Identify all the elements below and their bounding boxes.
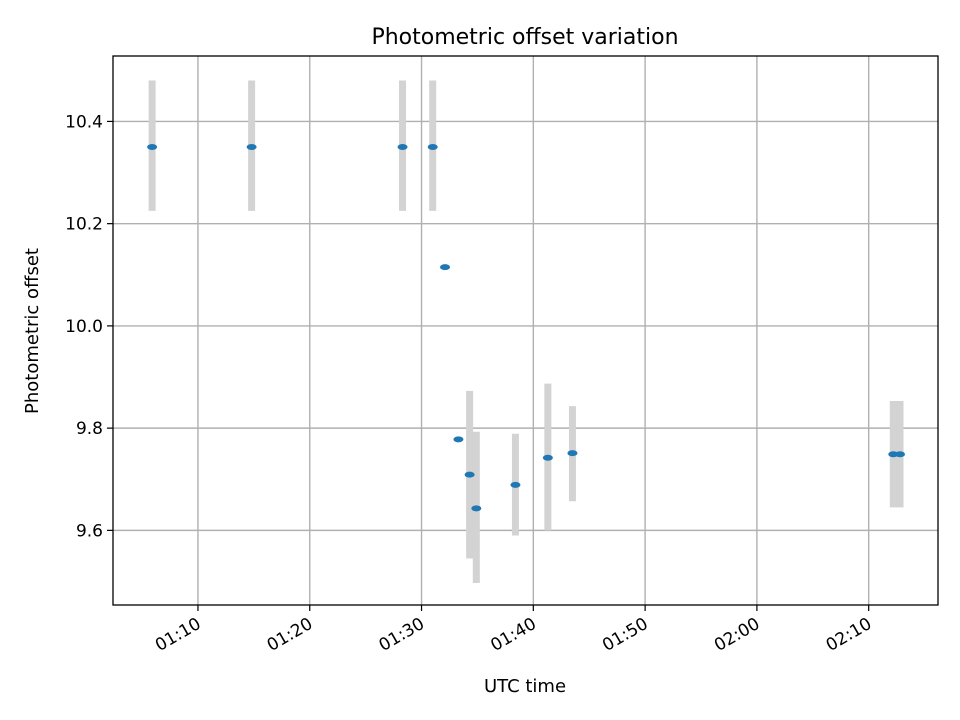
data-point: [464, 471, 475, 478]
y-tick-label: 9.8: [76, 419, 103, 439]
data-point: [453, 436, 464, 443]
y-tick-label: 10.0: [65, 317, 103, 337]
grid-lines: [113, 56, 938, 605]
x-tick-label: 02:10: [823, 614, 875, 656]
data-point: [147, 143, 158, 150]
x-tick-label: 01:40: [487, 614, 539, 656]
data-point: [397, 143, 408, 150]
data-point: [542, 454, 553, 461]
y-axis-label: Photometric offset: [22, 248, 43, 414]
data-point: [567, 450, 578, 457]
x-axis-ticks: 01:10 01:20 01:30 01:40 01:50 02:00 02:10: [152, 605, 875, 656]
x-tick-label: 01:10: [152, 614, 204, 656]
y-tick-label: 10.4: [65, 112, 103, 132]
x-tick-label: 02:00: [711, 614, 763, 656]
y-tick-label: 9.6: [76, 521, 103, 541]
x-tick-label: 01:50: [599, 614, 651, 656]
y-axis-ticks: 9.6 9.8 10.0 10.2 10.4: [65, 112, 113, 541]
plot-frame: [112, 55, 939, 606]
data-point: [440, 264, 451, 271]
data-point: [894, 451, 905, 458]
data-point: [427, 143, 438, 150]
data-point: [510, 481, 521, 488]
y-tick-label: 10.2: [65, 215, 103, 235]
data-markers: [147, 143, 905, 512]
error-bars: [148, 80, 904, 584]
data-point: [471, 505, 482, 512]
x-axis-label: UTC time: [484, 676, 566, 697]
x-tick-label: 01:30: [376, 614, 428, 656]
chart-title: Photometric offset variation: [371, 25, 678, 50]
x-tick-label: 01:20: [264, 614, 316, 656]
data-point: [246, 143, 257, 150]
